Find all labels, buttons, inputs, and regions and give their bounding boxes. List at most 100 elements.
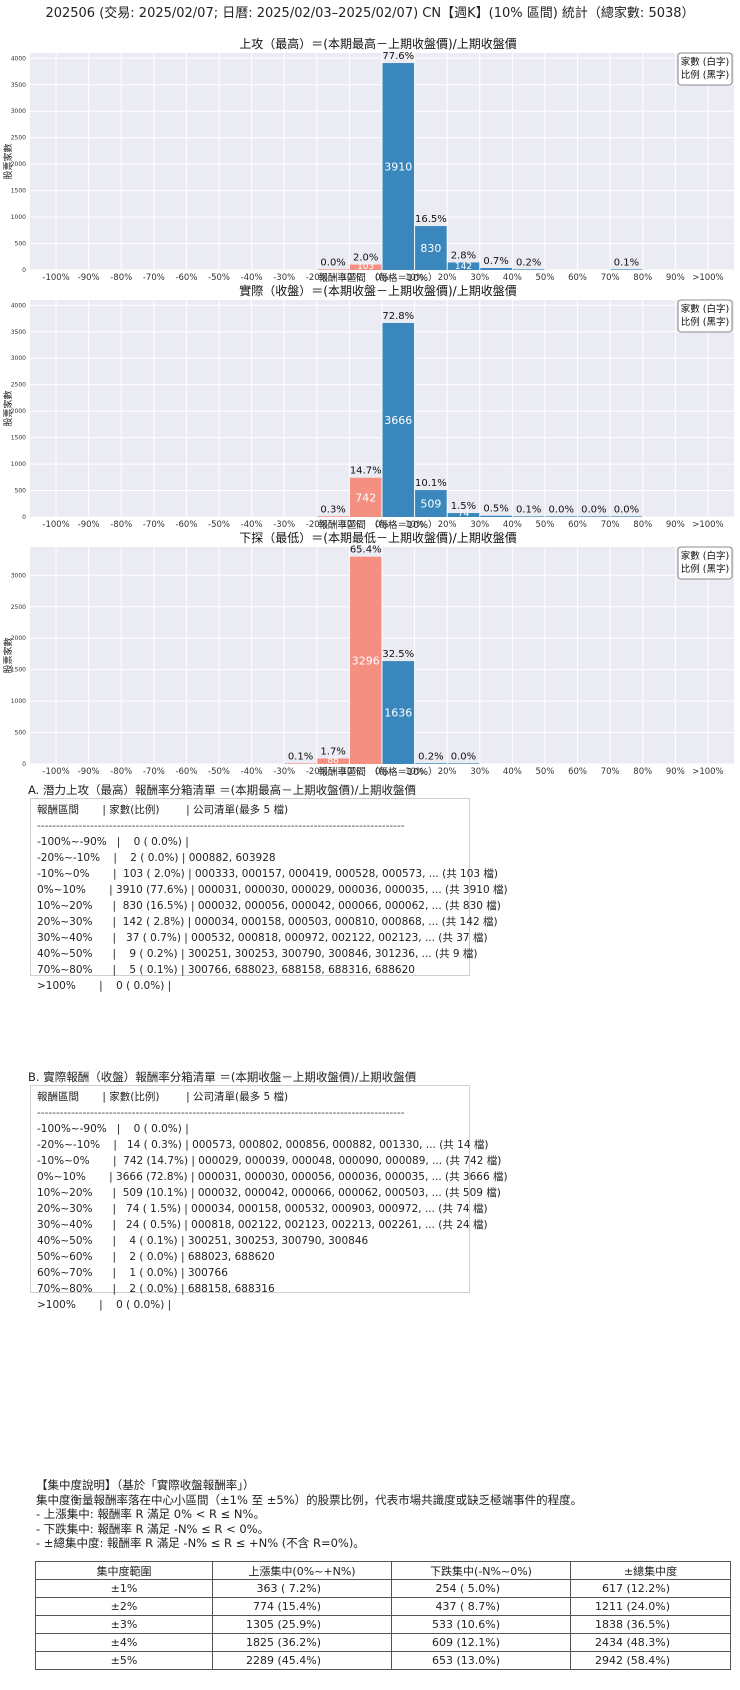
- bar-percent-label: 0.0%: [451, 751, 476, 762]
- bar: [415, 763, 447, 764]
- table-cell: 1825 (36.2%): [212, 1633, 392, 1652]
- list-row: 70%~80% | 2 ( 0.0%) | 688158, 688316: [37, 1283, 275, 1295]
- chart-svg: 0 500 1000 1500 2000 2500 3000 -100% -90% -80% -70…: [2, 531, 734, 777]
- bar: [317, 269, 349, 270]
- bar: [480, 268, 512, 270]
- bar-percent-label: 32.5%: [382, 649, 414, 660]
- bar-count-label: 3666: [384, 414, 412, 427]
- bar-percent-label: 0.0%: [614, 504, 639, 515]
- x-tick-label: -100%: [42, 767, 69, 777]
- bar-percent-label: 0.5%: [483, 504, 508, 515]
- bar: [512, 516, 545, 517]
- y-tick-label: 2500: [11, 382, 26, 389]
- x-tick-label: -10%: [338, 520, 360, 530]
- bar: [480, 515, 512, 517]
- y-tick-label: 2500: [11, 135, 26, 142]
- bar-count-label: 142: [455, 262, 472, 272]
- concentration-line: - 下跌集中: 報酬率 R 滿足 -N% ≤ R < 0%。: [36, 1521, 270, 1536]
- y-tick-label: 500: [15, 488, 27, 495]
- bar-percent-label: 0.0%: [549, 504, 574, 515]
- x-tick-label: 10%: [405, 273, 424, 283]
- x-tick-label: -10%: [338, 273, 360, 283]
- x-tick-label: 80%: [633, 767, 652, 777]
- legend-text: 家數 (白字): [681, 56, 729, 68]
- x-tick-label: 70%: [601, 767, 620, 777]
- x-tick-label: 20%: [438, 767, 457, 777]
- table-row: ±3% 1305 (25.9%) 533 (10.6%) 1838 (36.5%): [35, 1615, 731, 1634]
- table-cell: 2289 (45.4%): [212, 1651, 392, 1670]
- list-row: -100%~-90% | 0 ( 0.0%) |: [37, 1123, 189, 1135]
- x-tick-label: -40%: [241, 273, 263, 283]
- x-tick-label: -20%: [306, 520, 328, 530]
- x-axis-label: 報酬率區間 （每格＝10%）: [318, 766, 437, 777]
- table-cell: 1838 (36.5%): [570, 1615, 731, 1634]
- list-row: >100% | 0 ( 0.0%) |: [37, 1299, 172, 1311]
- x-tick-label: 90%: [666, 273, 685, 283]
- bar: [349, 477, 382, 517]
- bar: [382, 63, 415, 271]
- table-header-cell: 集中度範圍: [35, 1561, 213, 1580]
- y-tick-label: 1500: [11, 435, 26, 442]
- table-cell: 653 (13.0%): [391, 1651, 571, 1670]
- x-tick-label: -50%: [208, 520, 230, 530]
- bar: [415, 490, 447, 517]
- legend-text: 家數 (白字): [681, 550, 729, 562]
- list-row: 0%~10% | 3910 (77.6%) | 000031, 000030, …: [37, 884, 508, 896]
- x-tick-label: -60%: [175, 273, 197, 283]
- y-axis-label: 股票家數: [2, 390, 14, 426]
- x-tick-label: 70%: [601, 273, 620, 283]
- list-a-separator: ----------------------------------------…: [37, 820, 405, 832]
- bar-percent-label: 0.2%: [516, 257, 541, 268]
- concentration-line: 集中度衡量報酬率落在中心小區間（±1% 至 ±5%）的股票比例，代表市場共識度或…: [36, 1492, 583, 1507]
- bar: [578, 516, 610, 517]
- x-tick-label: >100%: [692, 273, 723, 283]
- table-cell: 617 (12.2%): [570, 1579, 731, 1598]
- y-tick-label: 1000: [11, 214, 26, 221]
- table-row: ±4% 1825 (36.2%) 609 (12.1%) 2434 (48.3%): [35, 1633, 731, 1652]
- x-tick-label: -30%: [273, 767, 295, 777]
- list-row: >100% | 0 ( 0.0%) |: [37, 980, 172, 992]
- y-tick-label: 2000: [11, 161, 26, 168]
- table-cell: 774 (15.4%): [212, 1597, 392, 1616]
- bar-count-label: 1636: [384, 707, 412, 720]
- list-row: 10%~20% | 830 (16.5%) | 000032, 000056, …: [37, 900, 501, 912]
- bar-count-label: 742: [355, 491, 376, 504]
- table-cell: 1305 (25.9%): [212, 1615, 392, 1634]
- table-header-cell: 下跌集中(-N%~0%): [391, 1561, 571, 1580]
- bar-percent-label: 0.2%: [418, 751, 443, 762]
- y-tick-label: 1500: [11, 667, 26, 674]
- bar-count-label: 103: [357, 262, 374, 272]
- chart-high: 0 500 1000 1500 2000 2500 3000 3500 4000 -100% -90…: [0, 36, 740, 283]
- y-tick-label: 1000: [11, 461, 26, 468]
- table-cell: 363 ( 7.2%): [212, 1579, 392, 1598]
- bar: [512, 269, 545, 270]
- bar: [382, 322, 415, 517]
- x-tick-label: 30%: [470, 273, 489, 283]
- x-tick-label: 0%: [375, 273, 389, 283]
- list-b-title: B. 實際報酬（收盤）報酬率分箱清單 ＝(本期收盤－上期收盤價)/上期收盤價: [28, 1070, 417, 1084]
- bar-percent-label: 72.8%: [382, 311, 414, 322]
- bar: [415, 226, 447, 270]
- bar: [447, 513, 480, 517]
- list-row: 60%~70% | 1 ( 0.0%) | 300766: [37, 1267, 228, 1279]
- x-tick-label: 90%: [666, 520, 685, 530]
- bar: [447, 763, 480, 764]
- x-axis-label: 報酬率區間 （每格＝10%）: [318, 272, 437, 283]
- x-tick-label: -50%: [208, 767, 230, 777]
- bar-percent-label: 10.1%: [415, 478, 447, 489]
- list-b-rows: -100%~-90% | 0 ( 0.0%) | -20%~-10% | 14 (…: [31, 1121, 508, 1313]
- bar-percent-label: 16.5%: [415, 214, 447, 225]
- x-tick-label: -40%: [241, 767, 263, 777]
- concentration-notes: 【集中度說明】（基於「實際收盤報酬率」） 集中度衡量報酬率落在中心小區間（±1%…: [36, 1478, 582, 1551]
- x-tick-label: -10%: [338, 767, 360, 777]
- table-cell: 609 (12.1%): [391, 1633, 571, 1652]
- x-tick-label: -70%: [143, 767, 165, 777]
- x-tick-label: -70%: [143, 273, 165, 283]
- bar-percent-label: 14.7%: [350, 466, 382, 477]
- list-row: 20%~30% | 142 ( 2.8%) | 000034, 000158, …: [37, 916, 498, 928]
- x-tick-label: -50%: [208, 273, 230, 283]
- x-tick-label: 40%: [503, 767, 522, 777]
- x-tick-label: -90%: [78, 767, 100, 777]
- concentration-table-body: ±1% 363 ( 7.2%) 254 ( 5.0%) 617 (12.2%) ±2% 7…: [35, 1579, 731, 1670]
- table-cell: 2942 (58.4%): [570, 1651, 731, 1670]
